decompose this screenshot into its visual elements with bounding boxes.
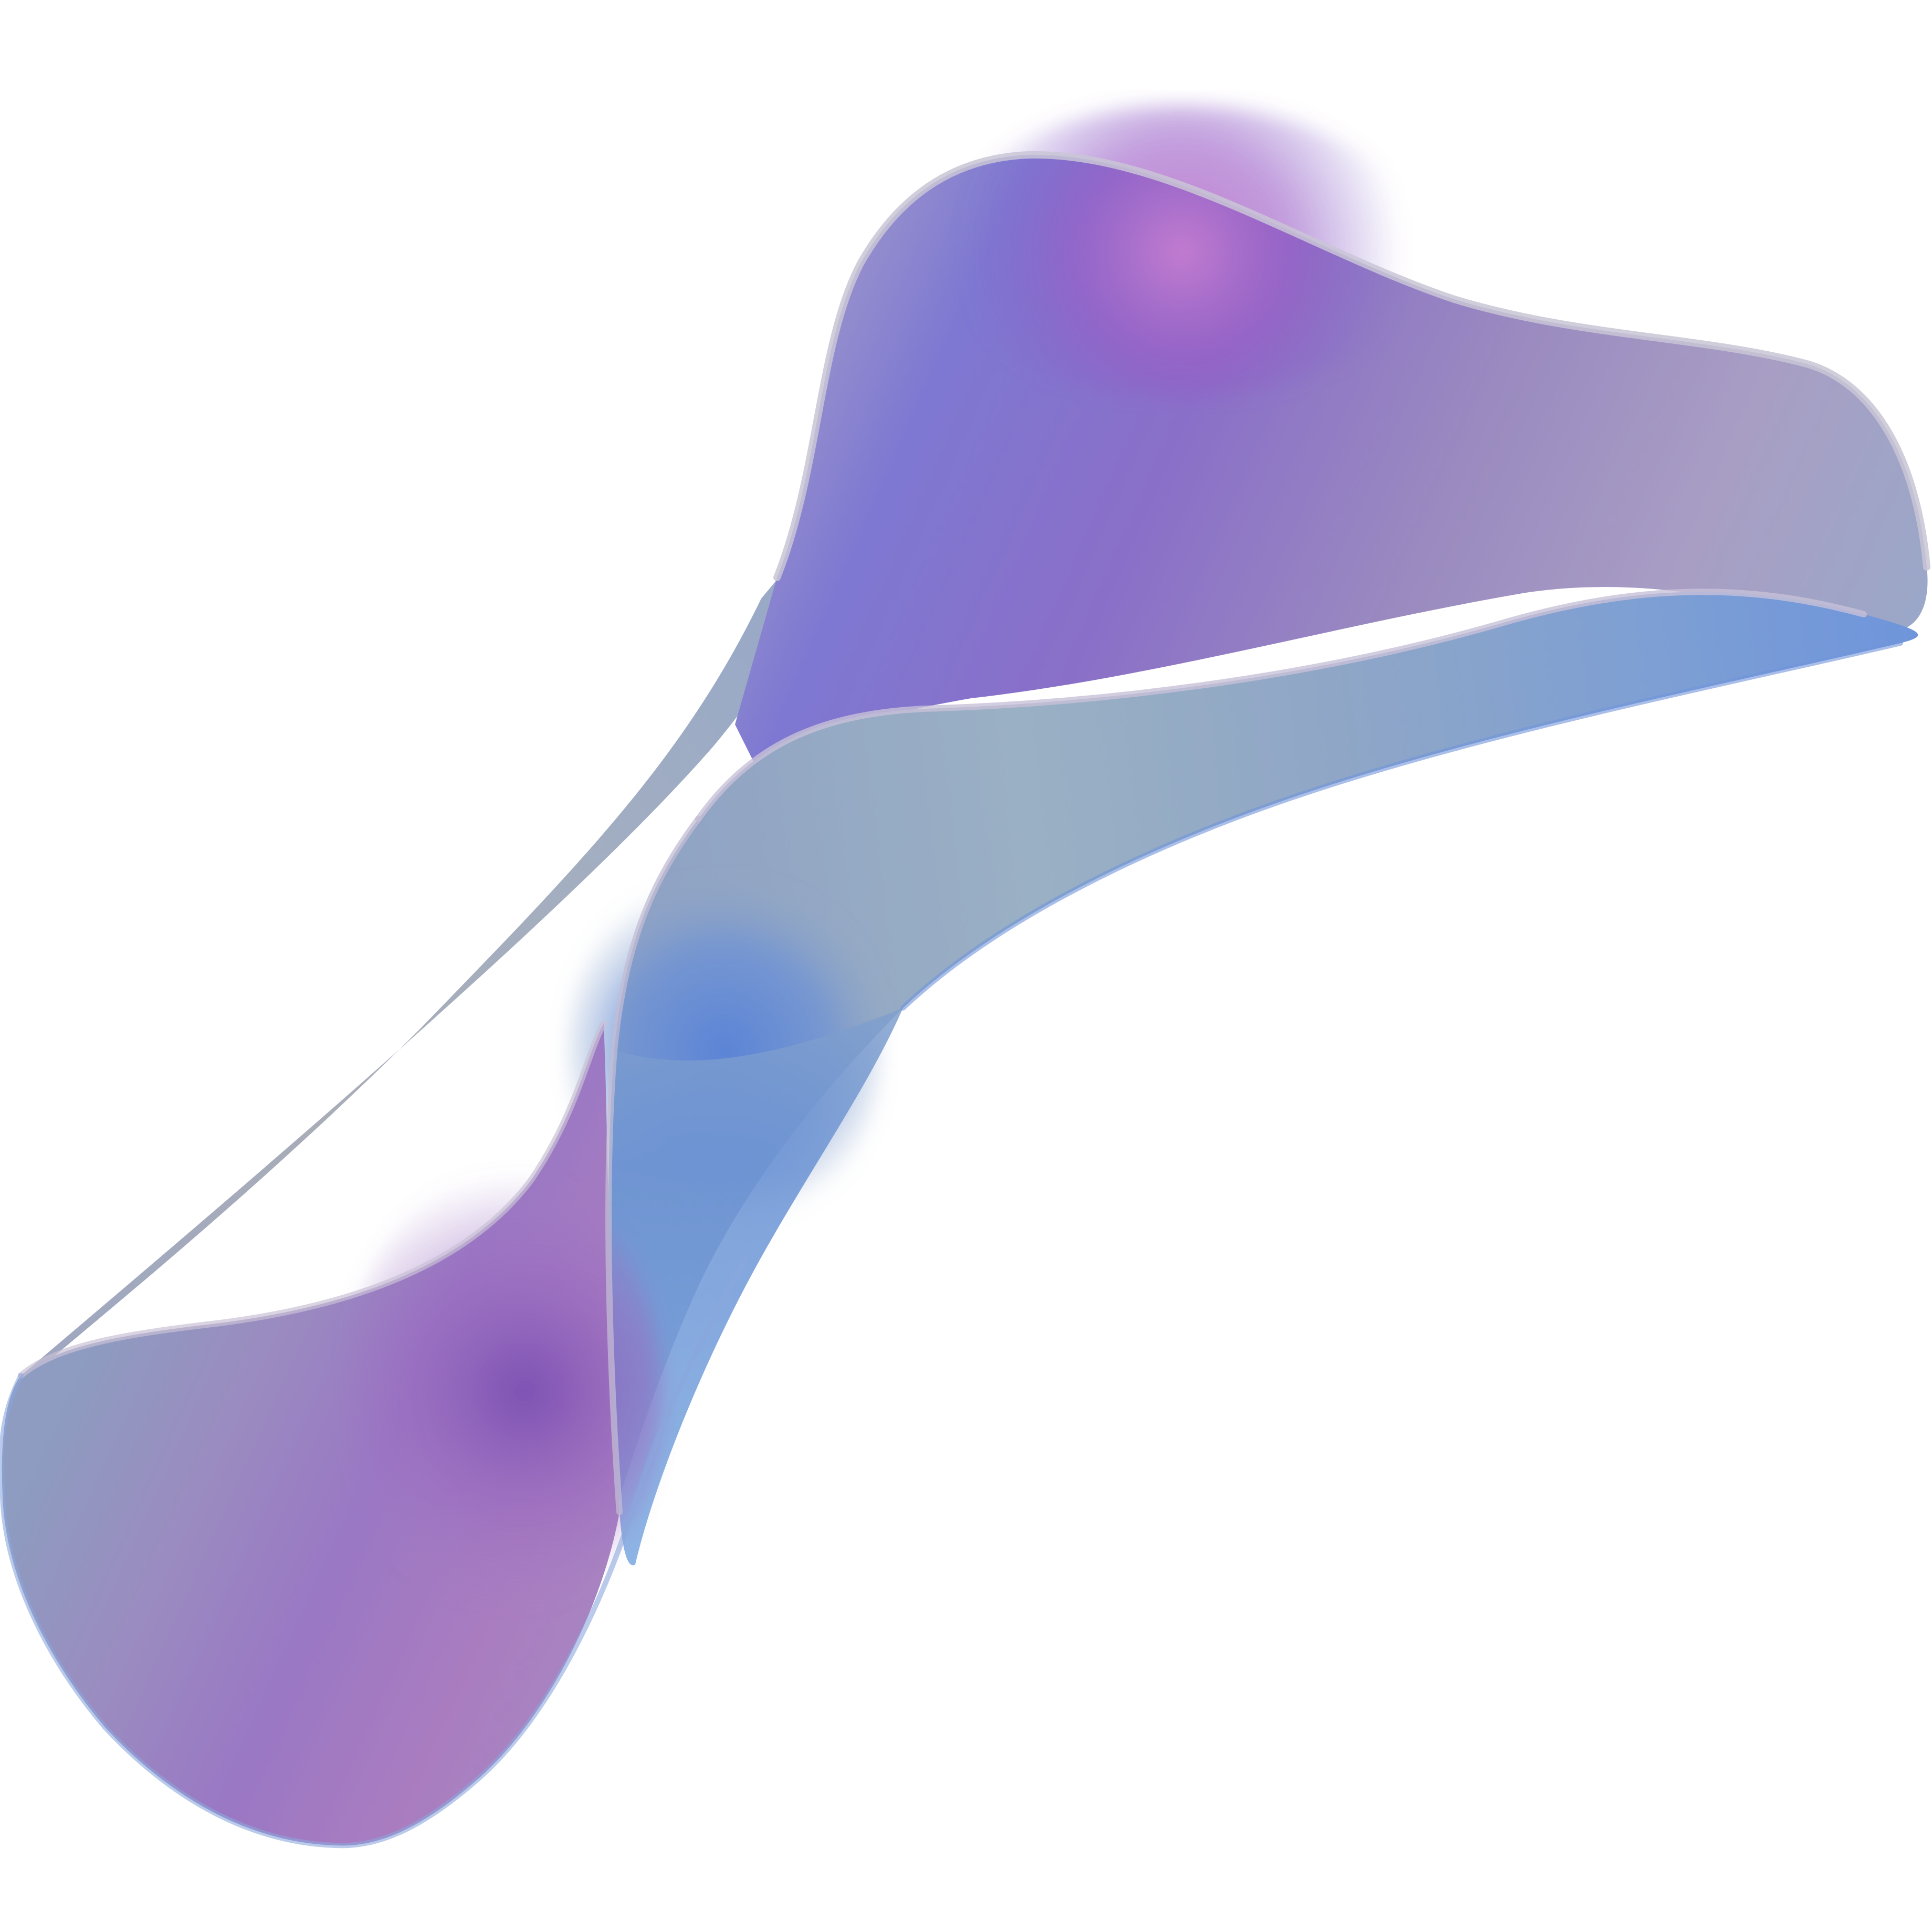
ribbon-stem	[608, 1008, 903, 1566]
lower-purple-sheen	[346, 1171, 662, 1612]
ribbon-stem-rim	[605, 816, 701, 1515]
ribbon-upper-rim	[773, 151, 1930, 581]
ribbon-outer-edge	[0, 1257, 748, 1849]
ribbon-middle-band	[604, 592, 1918, 1549]
ribbon-lower-rim	[18, 1021, 607, 1379]
ribbon-fold-rim	[695, 589, 1867, 822]
ribbon-right-edge	[900, 640, 1903, 1011]
ribbon-lower-lobe	[2, 1024, 620, 1846]
upper-magenta-sheen	[940, 105, 1423, 399]
